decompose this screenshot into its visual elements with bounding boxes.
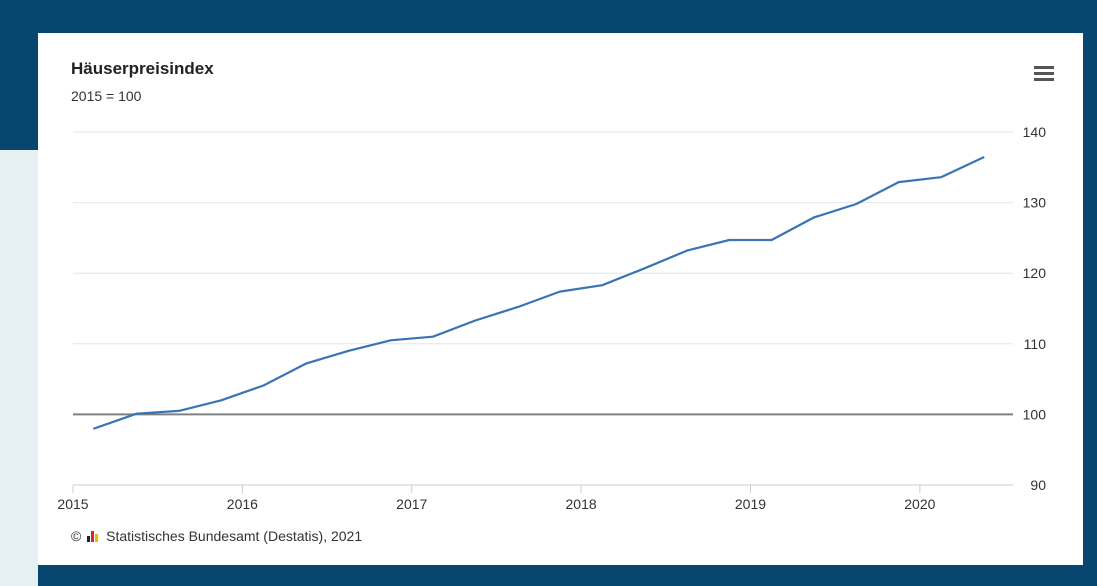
- chart-title: Häuserpreisindex: [71, 59, 214, 78]
- hamburger-menu-icon[interactable]: [1032, 63, 1056, 85]
- y-axis: 90 100 110 120 130 140: [1023, 124, 1047, 493]
- y-tick-label: 100: [1023, 406, 1047, 422]
- data-point[interactable]: [766, 234, 778, 246]
- data-point[interactable]: [850, 198, 862, 210]
- data-point[interactable]: [893, 176, 905, 188]
- data-point[interactable]: [935, 171, 947, 183]
- x-tick-label: 2016: [227, 496, 258, 512]
- y-tick-label: 130: [1023, 195, 1047, 211]
- data-point[interactable]: [512, 301, 524, 313]
- data-point[interactable]: [723, 234, 735, 246]
- grid-lines: [73, 131, 1013, 416]
- series-line-0: [93, 156, 985, 430]
- data-point[interactable]: [427, 331, 439, 343]
- line-chart: 2015 2016 2017 2018 2019 2020 90 100 110 120 130 1…: [57, 124, 1047, 512]
- data-point[interactable]: [173, 405, 185, 417]
- x-tick-label: 2019: [735, 496, 766, 512]
- data-point[interactable]: [258, 379, 270, 391]
- x-axis: 2015 2016 2017 2018 2019 2020: [57, 484, 1013, 512]
- data-point[interactable]: [681, 245, 693, 257]
- y-tick-label: 140: [1023, 124, 1047, 140]
- background-strip: [0, 150, 38, 586]
- data-point[interactable]: [596, 279, 608, 291]
- chart-card: Häuserpreisindex 2015 = 100 2015 2016 2017…: [38, 33, 1083, 565]
- copyright-symbol: ©: [71, 528, 82, 544]
- data-point[interactable]: [88, 423, 100, 435]
- x-tick-label: 2017: [396, 496, 427, 512]
- data-point[interactable]: [342, 345, 354, 357]
- data-point[interactable]: [639, 262, 651, 274]
- x-tick-label: 2018: [566, 496, 597, 512]
- data-point[interactable]: [215, 394, 227, 406]
- x-tick-label: 2020: [904, 496, 935, 512]
- data-point[interactable]: [808, 211, 820, 223]
- credits-text: Statistisches Bundesamt (Destatis), 2021: [106, 528, 363, 544]
- data-point[interactable]: [977, 151, 989, 163]
- data-point[interactable]: [469, 315, 481, 327]
- series-layer: [88, 151, 989, 435]
- chart-subtitle: 2015 = 100: [71, 88, 142, 104]
- data-point[interactable]: [385, 334, 397, 346]
- data-point[interactable]: [131, 408, 143, 420]
- data-point[interactable]: [300, 358, 312, 370]
- y-tick-label: 110: [1024, 336, 1047, 352]
- x-tick-label: 2015: [57, 496, 88, 512]
- destatis-logo-icon: [87, 531, 99, 542]
- data-point[interactable]: [554, 286, 566, 298]
- y-tick-label: 120: [1023, 265, 1047, 281]
- credits[interactable]: © Statistisches Bundesamt (Destatis), 20…: [71, 528, 362, 544]
- y-tick-label: 90: [1030, 477, 1046, 493]
